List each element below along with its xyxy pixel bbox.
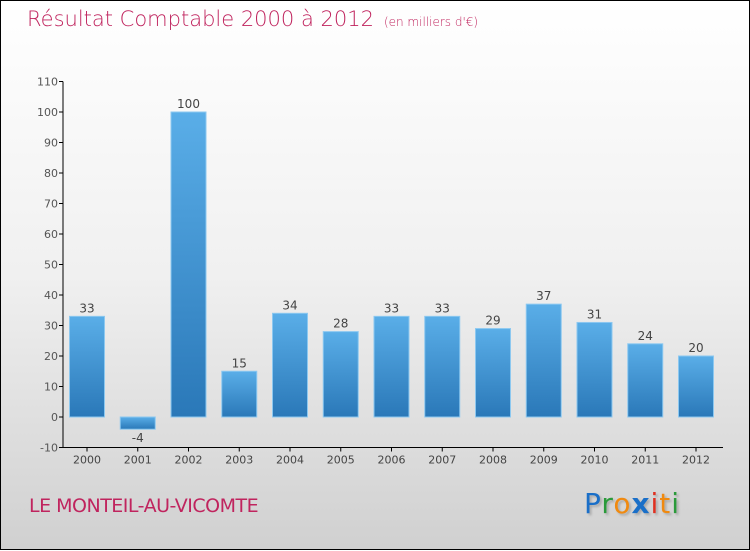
data-label: -4 — [132, 431, 144, 445]
x-tick-label: 2011 — [631, 454, 659, 467]
proxiti-logo: Proxiti — [584, 487, 681, 520]
data-label: 24 — [638, 329, 653, 343]
x-tick-label: 2007 — [428, 454, 456, 467]
x-tick-label: 2000 — [73, 454, 101, 467]
bar-2002 — [170, 111, 207, 418]
bar-2012 — [678, 355, 714, 418]
data-label: 33 — [79, 301, 94, 315]
bar-2011 — [627, 343, 664, 418]
x-tick-label: 2008 — [479, 454, 507, 467]
y-tick-label: 100 — [37, 106, 58, 119]
bar-2000 — [69, 315, 105, 418]
y-tick-label: 0 — [51, 411, 58, 424]
y-tick-label: 80 — [44, 167, 58, 180]
data-label: 33 — [435, 301, 450, 315]
x-tick-label: 2003 — [225, 454, 253, 467]
chart-title: Résultat Comptable 2000 à 2012 (en millie… — [27, 7, 478, 31]
x-tick-label: 2002 — [175, 454, 203, 467]
unit-label: (en milliers d'€) — [383, 15, 479, 29]
y-tick-label: 50 — [44, 259, 58, 272]
y-tick-label: 60 — [44, 228, 58, 241]
bar-2005 — [322, 331, 359, 418]
data-label: 15 — [232, 356, 247, 370]
data-label: 20 — [688, 341, 703, 355]
x-tick-label: 2004 — [276, 454, 304, 467]
data-label: 29 — [485, 314, 500, 328]
bar-2010 — [576, 321, 613, 418]
x-tick-label: 2005 — [327, 454, 355, 467]
y-tick-label: -10 — [40, 442, 58, 455]
bar-2008 — [475, 328, 511, 418]
y-tick-label: 110 — [37, 76, 58, 89]
bar-2007 — [424, 315, 461, 418]
y-tick-label: 40 — [44, 289, 58, 302]
y-tick-label: 10 — [44, 381, 58, 394]
x-tick-label: 2006 — [378, 454, 406, 467]
data-label: 100 — [177, 97, 200, 111]
y-tick-label: 20 — [44, 350, 58, 363]
data-label: 37 — [536, 289, 551, 303]
bar-2001 — [119, 416, 156, 430]
x-tick-label: 2009 — [530, 454, 558, 467]
data-label: 33 — [384, 301, 399, 315]
x-tick-label: 2010 — [581, 454, 609, 467]
commune-name: LE MONTEIL-AU-VICOMTE — [29, 495, 259, 517]
y-tick-label: 30 — [44, 320, 58, 333]
bar-2009 — [525, 303, 562, 418]
data-label: 28 — [333, 317, 348, 331]
bar-2006 — [373, 315, 410, 418]
data-label: 31 — [587, 307, 602, 321]
y-tick-label: 70 — [44, 198, 58, 211]
x-tick-label: 2001 — [124, 454, 152, 467]
y-tick-label: 90 — [44, 137, 58, 150]
bar-2003 — [221, 370, 258, 418]
title-text: Résultat Comptable 2000 à 2012 — [27, 7, 374, 31]
data-label: 34 — [282, 298, 297, 312]
bar-2004 — [272, 312, 308, 418]
x-tick-label: 2012 — [682, 454, 710, 467]
